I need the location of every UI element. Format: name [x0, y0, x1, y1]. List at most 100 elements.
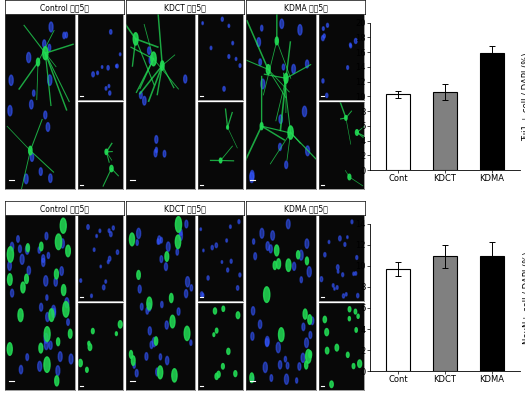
Circle shape — [51, 305, 56, 315]
Circle shape — [301, 353, 305, 362]
Circle shape — [175, 217, 182, 232]
Circle shape — [175, 235, 181, 249]
Circle shape — [326, 93, 328, 98]
Circle shape — [322, 27, 324, 30]
Circle shape — [356, 256, 358, 260]
Circle shape — [269, 245, 272, 253]
Circle shape — [86, 367, 88, 372]
Circle shape — [279, 115, 282, 123]
Circle shape — [297, 251, 300, 259]
Circle shape — [96, 234, 98, 238]
Circle shape — [279, 143, 281, 151]
Circle shape — [251, 307, 255, 315]
Circle shape — [44, 111, 47, 119]
Circle shape — [251, 332, 254, 340]
Circle shape — [320, 277, 323, 282]
Circle shape — [324, 253, 326, 257]
Circle shape — [311, 317, 314, 325]
Circle shape — [323, 316, 327, 323]
Circle shape — [202, 293, 204, 297]
Circle shape — [326, 348, 329, 354]
Circle shape — [20, 254, 24, 264]
Circle shape — [97, 71, 99, 74]
Circle shape — [259, 59, 261, 65]
Circle shape — [46, 295, 48, 300]
Circle shape — [353, 272, 354, 275]
Circle shape — [357, 314, 359, 318]
Circle shape — [109, 91, 111, 95]
Circle shape — [356, 294, 359, 298]
Circle shape — [228, 55, 230, 58]
Y-axis label: NeuN+ cell / DAPI (%): NeuN+ cell / DAPI (%) — [522, 251, 525, 344]
Circle shape — [91, 294, 92, 297]
Circle shape — [8, 261, 12, 270]
Circle shape — [348, 317, 351, 321]
Circle shape — [158, 366, 163, 379]
Circle shape — [232, 41, 234, 45]
Circle shape — [54, 278, 57, 286]
Circle shape — [201, 292, 203, 297]
Circle shape — [350, 44, 352, 48]
Circle shape — [165, 321, 169, 329]
Circle shape — [354, 39, 357, 43]
Circle shape — [157, 239, 159, 244]
Circle shape — [177, 308, 180, 315]
Circle shape — [227, 348, 230, 355]
Circle shape — [119, 53, 121, 56]
Circle shape — [337, 270, 339, 273]
Circle shape — [286, 219, 290, 229]
Circle shape — [61, 284, 66, 296]
Text: Control 증앃5일: Control 증앃5일 — [40, 204, 89, 213]
Circle shape — [190, 285, 193, 291]
Circle shape — [336, 286, 338, 289]
Circle shape — [227, 126, 228, 129]
Circle shape — [10, 289, 14, 297]
Circle shape — [105, 87, 107, 90]
Circle shape — [221, 17, 223, 21]
Circle shape — [161, 61, 164, 70]
Circle shape — [236, 312, 240, 319]
Circle shape — [273, 261, 277, 269]
Circle shape — [309, 351, 312, 358]
Circle shape — [263, 362, 267, 373]
Circle shape — [304, 338, 309, 348]
Circle shape — [107, 260, 109, 264]
Text: KDMA 증앃5일: KDMA 증앃5일 — [284, 3, 328, 12]
Circle shape — [108, 229, 110, 232]
Circle shape — [221, 261, 223, 264]
Circle shape — [207, 276, 209, 280]
Circle shape — [7, 274, 12, 285]
Circle shape — [25, 274, 28, 284]
Circle shape — [217, 371, 220, 377]
Circle shape — [116, 64, 118, 68]
Circle shape — [26, 354, 28, 361]
Circle shape — [44, 333, 48, 343]
Circle shape — [260, 229, 264, 238]
Circle shape — [69, 354, 73, 364]
Circle shape — [101, 66, 103, 69]
Circle shape — [266, 242, 269, 251]
Circle shape — [292, 262, 296, 270]
Circle shape — [200, 228, 202, 230]
Circle shape — [323, 34, 326, 38]
Circle shape — [60, 218, 66, 233]
Circle shape — [148, 327, 151, 335]
Circle shape — [150, 341, 153, 349]
Circle shape — [215, 373, 218, 379]
Circle shape — [46, 123, 50, 132]
Circle shape — [154, 149, 157, 157]
Circle shape — [354, 309, 356, 314]
Circle shape — [17, 236, 19, 242]
Circle shape — [49, 22, 53, 32]
Circle shape — [348, 307, 351, 312]
Circle shape — [88, 341, 90, 346]
Circle shape — [275, 37, 278, 45]
Circle shape — [254, 253, 257, 260]
Circle shape — [152, 337, 156, 347]
Circle shape — [110, 165, 113, 172]
Circle shape — [66, 245, 70, 257]
Circle shape — [339, 236, 341, 241]
Circle shape — [322, 35, 324, 41]
Circle shape — [166, 242, 170, 251]
Circle shape — [223, 87, 225, 91]
